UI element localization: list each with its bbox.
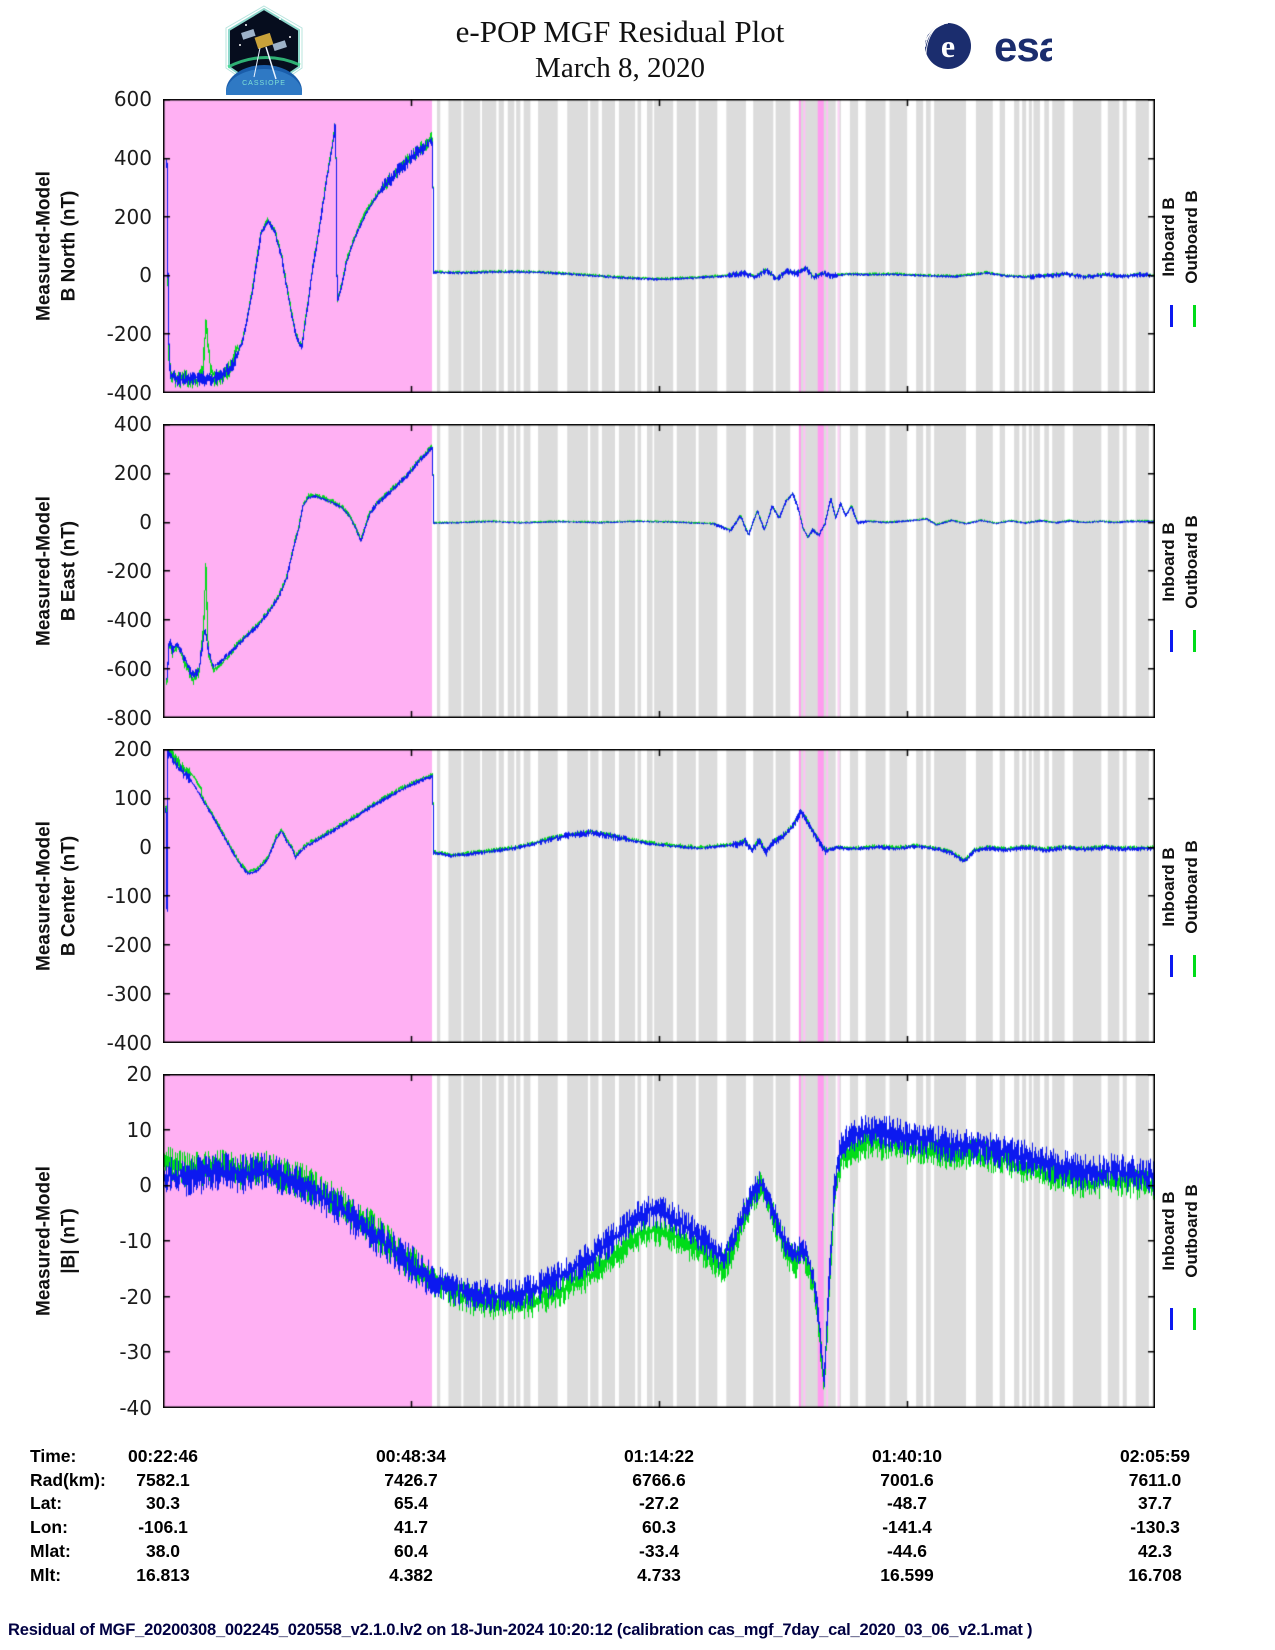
y-axis-label-line1: Measured-Model (33, 821, 55, 971)
y-tick-label: 0 (139, 1173, 152, 1198)
table-cell: 7001.6 (880, 1469, 934, 1490)
table-row-label: Rad(km): (30, 1469, 106, 1490)
y-tick-label: -300 (106, 982, 152, 1006)
legend-label: Outboard B (1182, 840, 1201, 934)
table-cell: -44.6 (887, 1540, 927, 1561)
table-cell: 41.7 (393, 1517, 429, 1538)
y-tick-label: -400 (106, 1031, 152, 1055)
y-tick-label: 600 (113, 87, 152, 111)
footer-caption: Residual of MGF_20200308_002245_020558_v… (8, 1621, 1033, 1639)
y-axis-label-line1: Measured-Model (33, 496, 55, 646)
y-tick-label: 400 (113, 145, 152, 170)
y-axis-label-line1: Measured-Model (33, 1166, 55, 1316)
y-axis-label-line2: B North (nT) (58, 190, 79, 302)
table-cell: 6766.6 (632, 1469, 686, 1490)
legend-swatch-inboard (1170, 304, 1173, 327)
figure-date: March 8, 2020 (535, 52, 705, 84)
table-cell: 00:48:34 (375, 1446, 447, 1466)
y-tick-label: 400 (113, 412, 152, 436)
plot-area-b-magnitude (163, 1074, 1155, 1408)
table-cell: 7582.1 (136, 1469, 190, 1490)
y-tick-label: 200 (113, 461, 152, 485)
y-tick-label: 20 (126, 1062, 152, 1086)
legend-label: Outboard B (1182, 1184, 1201, 1278)
table-row-label: Lat: (30, 1493, 63, 1514)
y-tick-label: -200 (106, 559, 152, 583)
y-tick-label: 200 (113, 204, 152, 229)
table-cell: 4.382 (389, 1564, 433, 1585)
legend-swatch-inboard (1170, 954, 1173, 977)
svg-text:e: e (941, 28, 955, 64)
table-cell: -33.4 (639, 1540, 679, 1561)
table-cell: 60.4 (393, 1540, 429, 1561)
y-tick-label: 0 (139, 263, 152, 288)
legend-label: Outboard B (1182, 190, 1201, 284)
table-cell: 65.4 (393, 1493, 429, 1514)
table-cell: 38.0 (145, 1540, 181, 1561)
legend-swatch-outboard (1193, 954, 1196, 977)
y-tick-label: 100 (113, 786, 152, 810)
legend-label: Inboard B (1159, 522, 1178, 602)
legend-label: Inboard B (1159, 847, 1178, 927)
table-cell: 7426.7 (384, 1469, 438, 1490)
table-cell: 16.813 (136, 1564, 190, 1585)
cassiope-logo-text: CASSIOPE (242, 80, 286, 87)
y-axis-label-line1: Measured-Model (33, 171, 55, 321)
esa-logo-graphic: e esa (924, 22, 1064, 70)
legend-swatch-inboard (1170, 629, 1173, 652)
plot-area-b-north (163, 99, 1155, 393)
table-cell: 60.3 (641, 1517, 677, 1538)
y-tick-label: -20 (119, 1284, 152, 1309)
legend-swatch-outboard (1193, 629, 1196, 652)
y-tick-label: -30 (119, 1340, 152, 1365)
plot-area-b-center (163, 749, 1155, 1043)
y-tick-label: 0 (139, 510, 152, 534)
y-tick-label: 0 (139, 835, 152, 859)
table-cell: 01:40:10 (871, 1446, 943, 1466)
table-cell: -106.1 (138, 1517, 188, 1538)
table-row-label: Time: (30, 1446, 77, 1466)
table-cell: 01:14:22 (623, 1446, 695, 1466)
y-tick-label: -200 (106, 322, 152, 347)
y-tick-label: -800 (106, 706, 152, 730)
esa-logo-text: esa (994, 23, 1052, 70)
table-cell: 37.7 (1137, 1493, 1173, 1514)
y-tick-label: -200 (106, 933, 152, 957)
table-row-label: Mlat: (30, 1540, 71, 1561)
legend-label: Inboard B (1159, 1191, 1178, 1271)
y-tick-label: -100 (106, 884, 152, 908)
table-cell: 4.733 (637, 1564, 681, 1585)
y-tick-label: 10 (126, 1117, 152, 1142)
table-row-label: Lon: (30, 1517, 68, 1538)
table-cell: 02:05:59 (1119, 1446, 1191, 1466)
legend-swatch-outboard (1193, 304, 1196, 327)
figure-title: e-POP MGF Residual Plot (455, 14, 785, 49)
y-tick-label: 200 (113, 737, 152, 761)
table-cell: 42.3 (1137, 1540, 1173, 1561)
table-cell: 00:22:46 (127, 1446, 199, 1466)
table-row-label: Mlt: (30, 1564, 62, 1585)
table-cell: -27.2 (639, 1493, 679, 1514)
table-cell: 30.3 (145, 1493, 181, 1514)
esa-logo: e esa (922, 20, 1064, 72)
legend-label: Inboard B (1159, 197, 1178, 277)
y-tick-label: -600 (106, 657, 152, 681)
y-tick-label: -400 (106, 608, 152, 632)
table-cell: 7611.0 (1128, 1469, 1182, 1490)
table-cell: -141.4 (882, 1517, 932, 1538)
legend-label: Outboard B (1182, 515, 1201, 609)
y-tick-label: -40 (119, 1396, 152, 1420)
legend-swatch-inboard (1170, 1307, 1173, 1330)
y-axis-label-b-north: Measured-Model B North (nT) (32, 171, 81, 321)
y-tick-label: -400 (106, 381, 152, 405)
plot-area-b-east (163, 424, 1155, 718)
table-cell: -48.7 (887, 1493, 927, 1514)
table-cell: 16.708 (1128, 1564, 1182, 1585)
y-tick-label: -10 (119, 1229, 152, 1253)
table-cell: -130.3 (1130, 1517, 1180, 1538)
table-cell: 16.599 (880, 1564, 934, 1585)
legend-swatch-outboard (1193, 1307, 1196, 1330)
